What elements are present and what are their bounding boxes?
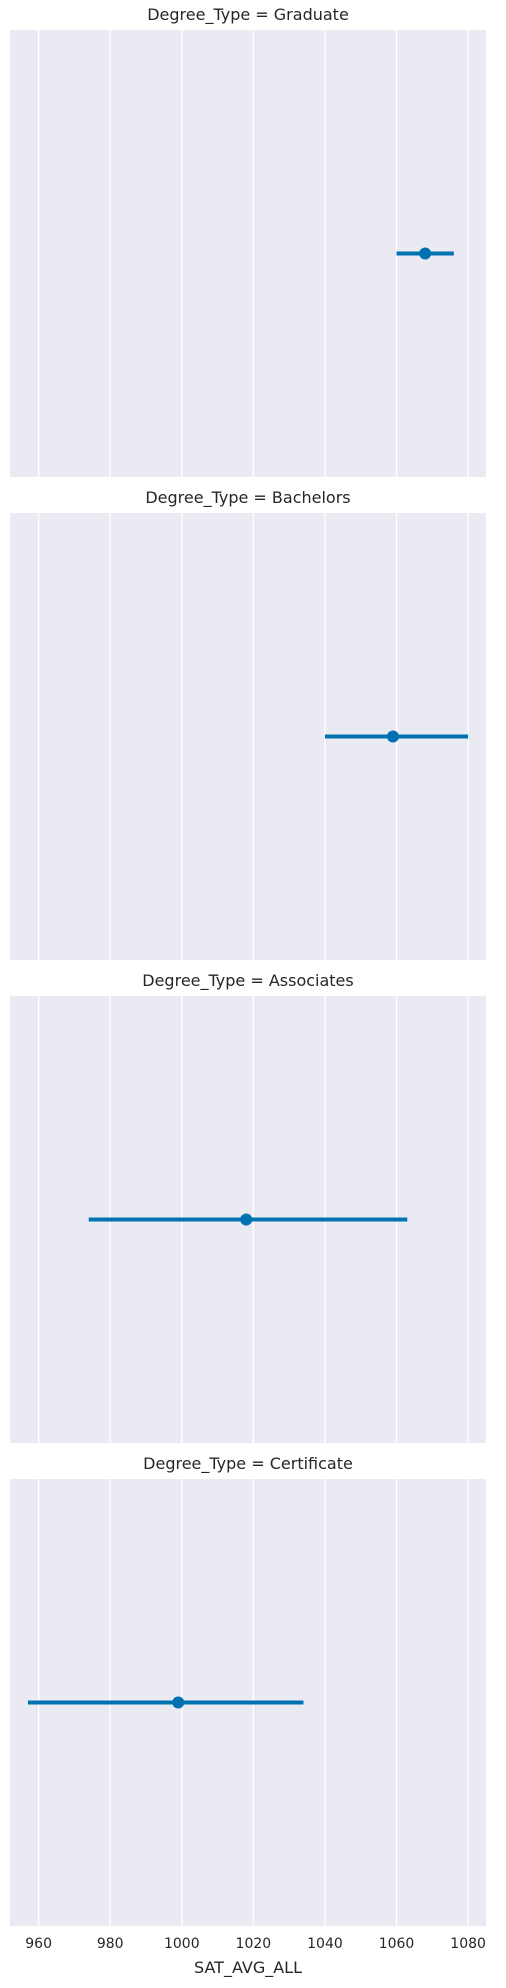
facet-title: Degree_Type = Certificate — [143, 1454, 353, 1474]
facet-panel: Degree_Type = Certificate — [10, 1454, 486, 1926]
mean-point — [240, 1213, 253, 1226]
facet-panel: Degree_Type = Graduate — [10, 5, 486, 477]
mean-point — [172, 1696, 185, 1709]
x-axis: 960 980 1000 1020 1040 1060 1080 — [25, 1936, 486, 1952]
x-tick-label: 1080 — [450, 1936, 486, 1952]
x-tick-label: 1020 — [236, 1936, 272, 1952]
x-tick-label: 1040 — [307, 1936, 343, 1952]
x-tick-label: 980 — [97, 1936, 124, 1952]
facet-panel: Degree_Type = Associates — [10, 971, 486, 1443]
facet-title: Degree_Type = Bachelors — [145, 488, 350, 508]
mean-point — [419, 247, 432, 260]
x-tick-label: 1000 — [164, 1936, 200, 1952]
facet-panel: Degree_Type = Bachelors — [10, 488, 486, 960]
mean-point — [386, 730, 399, 743]
x-axis-label: SAT_AVG_ALL — [194, 1958, 302, 1978]
x-tick-label: 960 — [25, 1936, 52, 1952]
facet-title: Degree_Type = Associates — [142, 971, 353, 991]
x-tick-label: 1060 — [379, 1936, 415, 1952]
facet-title: Degree_Type = Graduate — [147, 5, 349, 25]
